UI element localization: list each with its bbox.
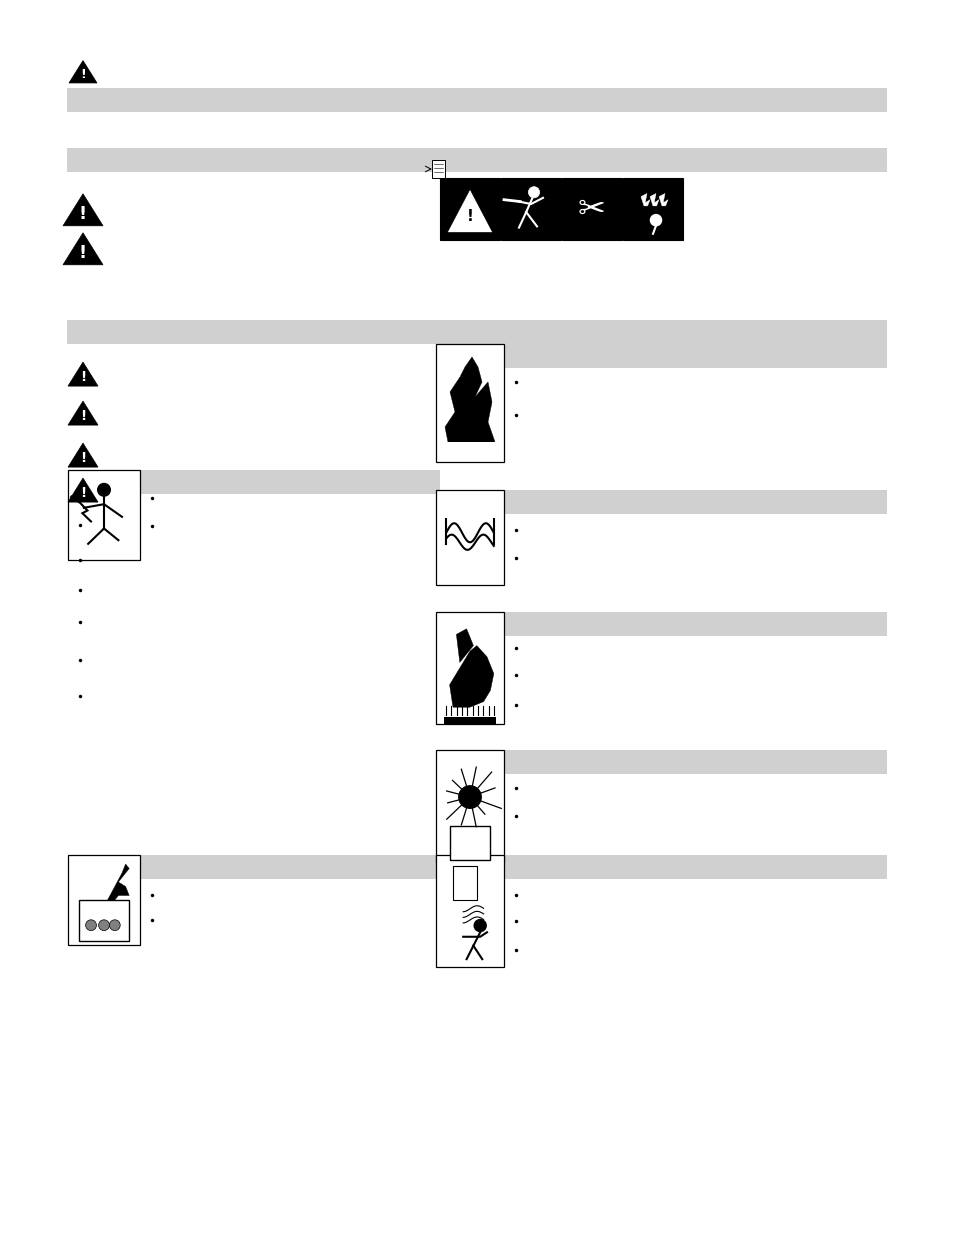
Bar	[140, 471, 439, 494]
Text: !: !	[80, 68, 86, 82]
Circle shape	[98, 920, 110, 931]
Text: !: !	[80, 452, 86, 466]
Polygon shape	[640, 194, 649, 206]
Polygon shape	[456, 629, 473, 662]
Circle shape	[528, 186, 539, 198]
Bar	[503, 750, 886, 774]
Polygon shape	[63, 233, 103, 264]
Text: !: !	[79, 205, 87, 224]
Text: !: !	[79, 245, 87, 262]
Bar	[439, 178, 499, 240]
Circle shape	[458, 785, 480, 808]
Bar	[503, 490, 886, 514]
Bar	[436, 345, 503, 462]
Bar	[503, 855, 886, 879]
Bar	[67, 88, 886, 112]
Bar	[444, 718, 496, 724]
Polygon shape	[444, 357, 495, 452]
Bar	[440, 442, 498, 457]
Bar	[140, 855, 439, 879]
Bar	[67, 320, 886, 345]
Bar	[449, 826, 490, 860]
Bar	[561, 178, 621, 240]
Bar	[436, 855, 503, 967]
Text: ✂: ✂	[578, 193, 605, 226]
Text: !: !	[80, 487, 86, 500]
Polygon shape	[63, 194, 103, 226]
Polygon shape	[68, 478, 98, 503]
Bar	[432, 161, 444, 178]
Polygon shape	[449, 646, 494, 708]
Bar	[622, 178, 682, 240]
Bar	[79, 900, 129, 941]
Bar	[68, 855, 140, 945]
Bar	[453, 866, 476, 900]
Circle shape	[110, 920, 120, 931]
Bar	[500, 178, 560, 240]
Polygon shape	[659, 194, 667, 206]
Polygon shape	[68, 362, 98, 387]
Text: !: !	[466, 209, 473, 224]
Polygon shape	[69, 61, 97, 83]
Text: !: !	[80, 370, 86, 384]
Circle shape	[97, 483, 111, 496]
Polygon shape	[447, 189, 493, 232]
Circle shape	[86, 920, 96, 931]
Bar	[68, 471, 140, 559]
Polygon shape	[649, 194, 659, 206]
Polygon shape	[108, 864, 129, 900]
Bar	[436, 613, 503, 724]
Bar	[436, 490, 503, 585]
Bar	[503, 613, 886, 636]
Polygon shape	[68, 401, 98, 425]
Circle shape	[650, 215, 660, 226]
Bar	[503, 345, 886, 368]
Polygon shape	[68, 443, 98, 467]
Circle shape	[473, 919, 486, 932]
Text: !: !	[80, 410, 86, 424]
Bar	[67, 148, 886, 172]
Bar	[436, 750, 503, 862]
